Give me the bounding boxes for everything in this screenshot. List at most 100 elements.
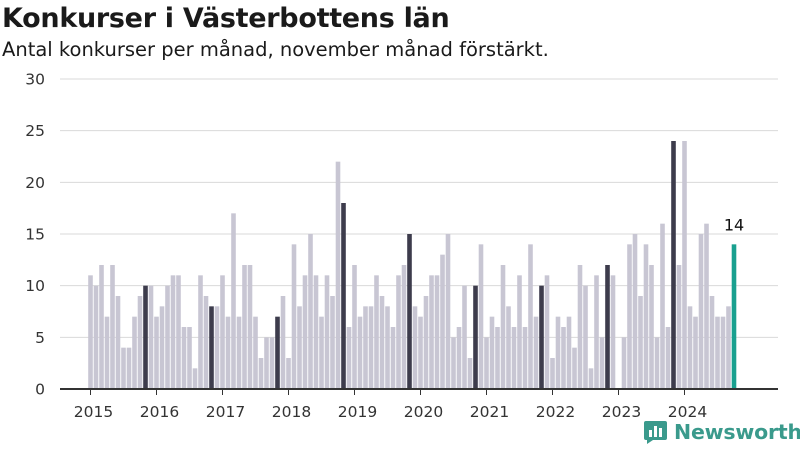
bar xyxy=(335,161,341,389)
bar xyxy=(462,285,467,389)
bar xyxy=(500,265,506,389)
bar xyxy=(181,327,187,389)
bar xyxy=(429,275,434,389)
bar xyxy=(698,234,704,389)
bar xyxy=(550,358,555,389)
bar xyxy=(572,347,577,389)
bar xyxy=(148,285,154,389)
bar xyxy=(506,306,511,389)
bar xyxy=(286,358,291,389)
newsworthy-logo: Newsworthy xyxy=(643,419,800,445)
bar xyxy=(676,265,682,389)
bar xyxy=(473,285,478,389)
x-tick-label: 2019 xyxy=(338,403,377,421)
bar xyxy=(533,316,539,389)
bar xyxy=(709,296,715,389)
bar xyxy=(396,275,401,389)
bar xyxy=(209,306,214,389)
bar xyxy=(704,223,709,389)
last-value-label: 14 xyxy=(724,215,744,234)
bar xyxy=(330,296,335,389)
x-tick-label: 2020 xyxy=(404,403,443,421)
y-tick-label: 0 xyxy=(35,381,45,399)
bar xyxy=(352,265,357,389)
bar xyxy=(517,275,522,389)
x-tick-label: 2018 xyxy=(272,403,311,421)
x-tick-label: 2015 xyxy=(74,403,113,421)
bar xyxy=(275,316,280,389)
bar xyxy=(379,296,385,389)
bar xyxy=(528,244,533,389)
bar xyxy=(132,316,137,389)
bar xyxy=(93,285,99,389)
y-tick-label: 25 xyxy=(25,122,45,140)
bar xyxy=(627,244,632,389)
bar xyxy=(720,316,726,389)
newsworthy-logo-icon xyxy=(644,421,667,444)
bar xyxy=(258,358,264,389)
bar xyxy=(121,347,126,389)
y-tick-label: 15 xyxy=(25,226,45,244)
bar xyxy=(731,244,737,389)
x-tick-label: 2024 xyxy=(668,403,707,421)
bar xyxy=(115,296,121,389)
y-tick-label: 20 xyxy=(25,174,45,192)
bar xyxy=(170,275,176,389)
bar xyxy=(561,327,566,389)
bar xyxy=(495,327,500,389)
bar xyxy=(126,347,132,389)
bar xyxy=(715,316,720,389)
bar xyxy=(291,244,297,389)
bar xyxy=(390,327,396,389)
x-tick-label: 2023 xyxy=(602,403,641,421)
bar xyxy=(236,316,242,389)
bar xyxy=(577,265,583,389)
bar xyxy=(264,337,269,389)
bar xyxy=(599,337,605,389)
bar xyxy=(583,285,588,389)
bar xyxy=(687,306,693,389)
bar xyxy=(253,316,258,389)
bar xyxy=(484,337,489,389)
bar xyxy=(522,327,528,389)
bar xyxy=(313,275,319,389)
bar xyxy=(363,306,368,389)
bar xyxy=(176,275,181,389)
bar xyxy=(88,275,93,389)
bar xyxy=(467,358,473,389)
bar xyxy=(456,327,462,389)
bar xyxy=(214,306,220,389)
chart-subtitle: Antal konkurser per månad, november måna… xyxy=(2,38,549,61)
bar xyxy=(308,234,313,389)
bar xyxy=(401,265,407,389)
bar xyxy=(451,337,456,389)
bar xyxy=(693,316,698,389)
bar xyxy=(588,368,594,389)
y-tick-label: 30 xyxy=(25,71,45,89)
bar xyxy=(555,316,561,389)
bar xyxy=(154,316,159,389)
bar xyxy=(280,296,286,389)
bar xyxy=(660,223,665,389)
bar xyxy=(511,327,517,389)
x-axis-ticks: 2015 2016 2017 2018 2019 2020 2021 2022 2023 2024 xyxy=(74,389,707,421)
bar xyxy=(357,316,363,389)
bar xyxy=(137,296,143,389)
bar xyxy=(203,296,209,389)
bar xyxy=(159,306,165,389)
bar xyxy=(269,337,275,389)
bar xyxy=(478,244,484,389)
bar xyxy=(632,234,638,389)
bar xyxy=(341,203,346,389)
bar xyxy=(610,275,616,389)
y-tick-label: 5 xyxy=(35,329,45,347)
bar xyxy=(605,265,610,389)
y-axis-ticks: 0 5 10 15 20 25 30 xyxy=(25,71,45,399)
bar xyxy=(247,265,253,389)
bar xyxy=(198,275,203,389)
bar xyxy=(99,265,104,389)
bar xyxy=(566,316,572,389)
bar xyxy=(621,337,627,389)
bar xyxy=(324,275,330,389)
bar xyxy=(665,327,671,389)
